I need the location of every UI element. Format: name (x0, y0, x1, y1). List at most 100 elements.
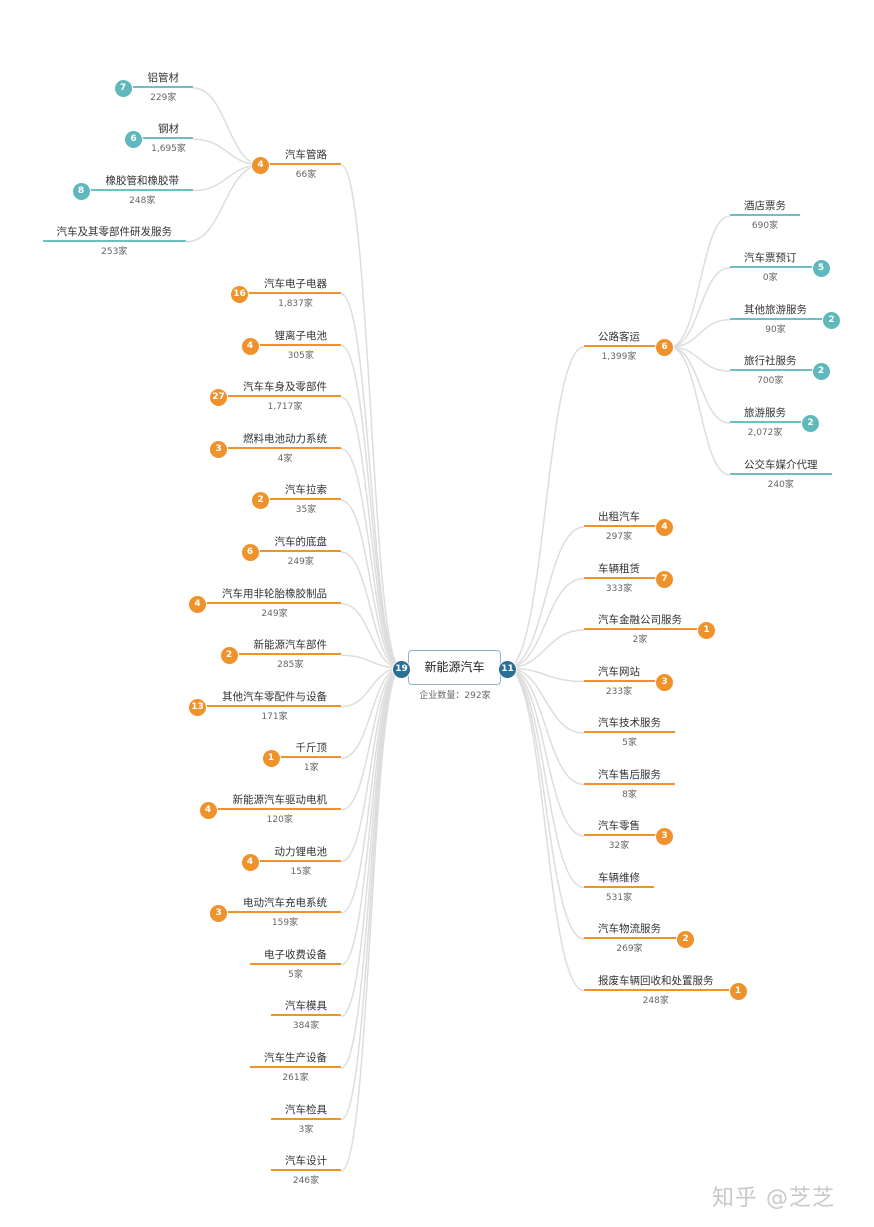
expand-count-badge[interactable]: 13 (188, 697, 207, 717)
topic-company-count: 285家 (277, 660, 304, 671)
expand-count-badge[interactable]: 2 (676, 930, 695, 949)
expand-count-badge[interactable]: 2 (811, 362, 831, 382)
topic-company-count: 384家 (292, 1021, 320, 1032)
expand-count-badge[interactable]: 4 (251, 156, 270, 175)
expand-count-badge[interactable]: 3 (655, 827, 674, 846)
topic-node[interactable]: 汽车管路 66家 4 (251, 147, 341, 187)
topic-node[interactable]: 出租汽车 297家 4 (584, 509, 674, 549)
topic-company-count: 531家 (605, 892, 633, 903)
topic-node[interactable]: 铝管材 229家 7 (113, 70, 193, 110)
topic-label: 汽车金融公司服务 (584, 612, 706, 630)
topic-node[interactable]: 千斤顶 1家 1 (261, 740, 341, 780)
topic-label: 燃料电池动力系统 (219, 431, 341, 449)
topic-node[interactable]: 车辆维修 531家 (584, 870, 654, 910)
expand-count-badge[interactable]: 3 (209, 904, 228, 924)
topic-node[interactable]: 钢材 1,695家 6 (124, 121, 193, 161)
expand-count-badge[interactable]: 6 (655, 338, 674, 357)
topic-company-count: 269家 (616, 944, 643, 954)
topic-company-count: 120家 (266, 815, 293, 825)
connector-left (340, 667, 402, 1069)
expand-count-badge[interactable]: 7 (655, 569, 674, 589)
topic-company-count: 333家 (605, 583, 633, 594)
expand-count-badge[interactable]: 8 (71, 181, 91, 201)
topic-node[interactable]: 公路客运 1,399家 6 (584, 329, 674, 369)
topic-label: 汽车拉索 (261, 482, 341, 501)
topic-node[interactable]: 汽车金融公司服务 2家 1 (584, 612, 716, 652)
connector-child (669, 346, 731, 424)
expand-count-badge[interactable]: 4 (198, 801, 218, 820)
topic-node[interactable]: 车辆租赁 333家 7 (584, 561, 674, 601)
topic-label: 报废车辆回收和处置服务 (584, 973, 738, 991)
topic-company-count: 305家 (287, 350, 314, 361)
connector-left (340, 293, 402, 669)
topic-node[interactable]: 动力锂电池 15家 4 (240, 844, 341, 884)
topic-node[interactable]: 汽车票预订 0家 5 (730, 250, 831, 290)
expand-count-badge[interactable]: 2 (801, 414, 820, 434)
topic-company-count: 1家 (303, 763, 319, 774)
expand-count-badge[interactable]: 2 (219, 646, 239, 666)
expand-count-badge[interactable]: 4 (655, 518, 674, 537)
topic-label: 旅行社服务 (730, 353, 821, 372)
topic-node[interactable]: 汽车售后服务 8家 (584, 767, 675, 807)
topic-label: 旅游服务 (730, 405, 810, 424)
topic-node[interactable]: 锂离子电池 305家 4 (240, 328, 341, 368)
root-left-count-badge[interactable]: 19 (392, 660, 411, 679)
topic-company-count: 249家 (287, 557, 314, 567)
topic-node[interactable]: 电子收费设备 5家 (250, 947, 341, 987)
topic-node[interactable]: 汽车拉索 35家 2 (251, 482, 341, 522)
topic-node[interactable]: 燃料电池动力系统 4家 3 (209, 431, 341, 471)
expand-count-badge[interactable]: 3 (655, 672, 674, 692)
topic-node[interactable]: 汽车网站 233家 3 (584, 664, 674, 704)
topic-node[interactable]: 汽车用非轮胎橡胶制品 249家 4 (188, 586, 341, 626)
topic-label: 汽车电子电器 (240, 276, 341, 294)
topic-node[interactable]: 汽车及其零部件研发服务 253家 (42, 224, 186, 264)
topic-label: 汽车及其零部件研发服务 (42, 224, 186, 242)
topic-company-count: 8家 (622, 789, 637, 800)
topic-node[interactable]: 新能源汽车部件 285家 2 (219, 637, 341, 677)
expand-count-badge[interactable]: 1 (728, 981, 748, 1001)
topic-node[interactable]: 橡胶管和橡胶带 248家 8 (71, 173, 193, 213)
topic-node[interactable]: 汽车电子电器 1,837家 16 (230, 276, 341, 316)
topic-node[interactable]: 其他旅游服务 90家 2 (730, 302, 841, 342)
expand-count-badge[interactable]: 2 (822, 310, 841, 330)
topic-node[interactable]: 其他汽车零配件与设备 171家 13 (188, 689, 341, 729)
topic-company-count: 2,072家 (747, 428, 783, 439)
topic-company-count: 0家 (762, 272, 778, 283)
topic-node[interactable]: 汽车零售 32家 3 (584, 818, 674, 858)
topic-node[interactable]: 汽车模具 384家 (271, 998, 341, 1038)
topic-node[interactable]: 旅行社服务 700家 2 (730, 353, 831, 393)
expand-count-badge[interactable]: 6 (124, 130, 143, 150)
topic-node[interactable]: 公交车媒介代理 240家 (730, 457, 832, 497)
expand-count-badge[interactable]: 16 (230, 285, 249, 304)
topic-node[interactable]: 电动汽车充电系统 159家 3 (209, 895, 341, 935)
topic-node[interactable]: 汽车检具 3家 (271, 1102, 341, 1142)
expand-count-badge[interactable]: 4 (240, 852, 260, 872)
topic-node[interactable]: 酒店票务 690家 (730, 198, 800, 238)
topic-node[interactable]: 汽车生产设备 261家 (250, 1050, 341, 1090)
topic-node[interactable]: 新能源汽车驱动电机 120家 4 (198, 792, 341, 832)
root-right-count-badge[interactable]: 11 (498, 660, 517, 679)
topic-node[interactable]: 报废车辆回收和处置服务 248家 1 (584, 973, 748, 1013)
topic-node[interactable]: 旅游服务 2,072家 2 (730, 405, 820, 445)
topic-node[interactable]: 汽车物流服务 269家 2 (584, 921, 695, 961)
topic-label: 酒店票务 (730, 198, 800, 216)
expand-count-badge[interactable]: 1 (697, 621, 716, 640)
expand-count-badge[interactable]: 1 (261, 749, 281, 769)
expand-count-badge[interactable]: 4 (188, 594, 207, 614)
topic-node[interactable]: 汽车车身及零部件 1,717家 27 (209, 379, 341, 419)
topic-label: 汽车设计 (271, 1153, 341, 1172)
expand-count-badge[interactable]: 6 (240, 543, 260, 562)
expand-count-badge[interactable]: 4 (240, 336, 260, 356)
topic-label: 出租汽车 (584, 509, 664, 527)
connector-left (340, 667, 402, 811)
connector-left (340, 667, 402, 914)
expand-count-badge[interactable]: 7 (113, 79, 133, 98)
expand-count-badge[interactable]: 2 (251, 491, 270, 511)
root-node[interactable]: 新能源汽车 (408, 650, 501, 685)
topic-node[interactable]: 汽车设计 246家 (271, 1153, 341, 1193)
topic-node[interactable]: 汽车的底盘 249家 6 (240, 534, 341, 574)
expand-count-badge[interactable]: 5 (811, 258, 831, 278)
topic-node[interactable]: 汽车技术服务 5家 (584, 715, 675, 755)
expand-count-badge[interactable]: 3 (209, 439, 228, 459)
expand-count-badge[interactable]: 27 (209, 388, 228, 408)
